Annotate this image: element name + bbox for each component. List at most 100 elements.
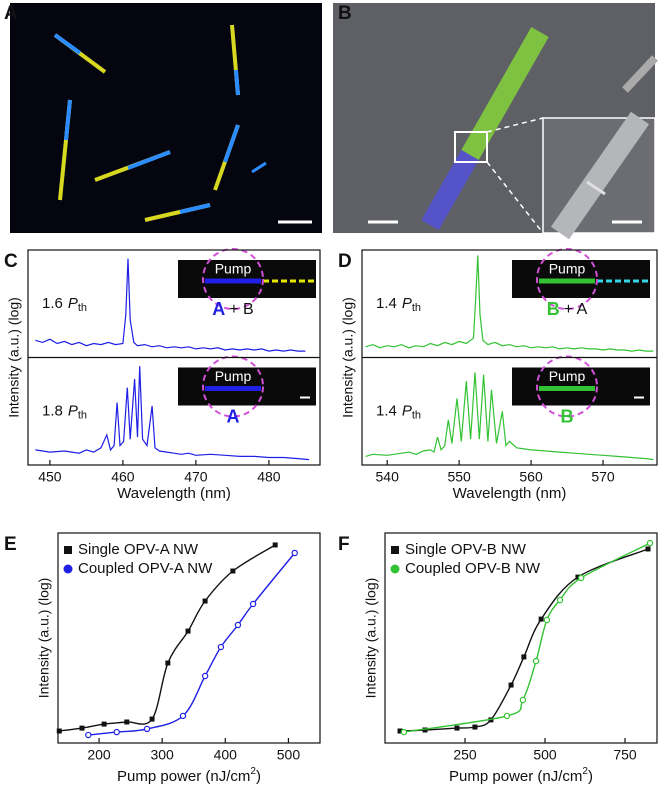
data-point	[101, 721, 107, 727]
annotation: 1.4 Pth	[376, 295, 421, 314]
inset-pump-label: Pump	[549, 261, 586, 277]
data-point	[185, 628, 191, 634]
data-point	[508, 682, 514, 688]
data-point	[201, 672, 209, 680]
y-axis-label: Intensity (a.u.) (log)	[36, 578, 52, 699]
data-point	[400, 728, 408, 736]
inset-pump-label: Pump	[549, 368, 586, 384]
data-point	[397, 728, 403, 734]
data-point	[272, 542, 278, 548]
legend-marker	[64, 546, 72, 554]
micrograph-b	[333, 3, 658, 240]
x-axis-label-part: 2	[250, 766, 256, 777]
data-point	[454, 725, 460, 731]
panel-letter: B	[338, 3, 352, 24]
annotation-symbol: P	[402, 295, 412, 312]
data-point	[645, 546, 651, 552]
data-point	[538, 616, 544, 622]
data-point	[519, 696, 527, 704]
x-tick-label: 540	[376, 469, 400, 485]
x-tick-label: 300	[150, 747, 174, 763]
x-axis-label-part: Pump power (nJ/cm	[449, 768, 582, 785]
x-tick-label: 450	[38, 469, 62, 485]
annotation: 1.8 Pth	[42, 402, 87, 421]
inset-label-part: A	[227, 406, 240, 426]
data-point	[503, 712, 511, 720]
inset-label-part: + A	[564, 301, 588, 318]
annotation-symbol: P	[402, 402, 412, 419]
inset-label: B + A	[547, 299, 588, 319]
data-point	[149, 716, 155, 722]
x-tick-label: 570	[591, 469, 615, 485]
x-tick-label: 560	[519, 469, 543, 485]
panel-letter: F	[338, 534, 350, 555]
data-point	[577, 574, 585, 582]
data-point	[79, 725, 85, 731]
spectrum-line	[35, 258, 306, 352]
x-axis-label-part: )	[256, 768, 261, 785]
data-point	[113, 728, 120, 736]
panel-letter: D	[338, 251, 352, 272]
inset-label-part: A	[212, 299, 225, 319]
annotation-value: 1.4	[376, 402, 397, 419]
x-axis-label-part: Pump power (nJ/cm	[117, 768, 250, 785]
panel-letter: E	[4, 534, 17, 555]
inset-label: A	[227, 406, 240, 426]
legend-label: Single OPV-B NW	[405, 541, 527, 558]
x-tick-label: 550	[447, 469, 471, 485]
y-axis-label: Intensity (a.u.) (log)	[340, 297, 356, 418]
data-point	[230, 568, 236, 574]
data-point	[532, 657, 540, 665]
x-tick-label: 460	[111, 469, 135, 485]
annotation-value: 1.4	[376, 295, 397, 312]
inset-pump-label: Pump	[215, 368, 252, 384]
data-point	[179, 712, 187, 720]
x-tick-label: 480	[257, 469, 281, 485]
pump-circle	[202, 355, 264, 418]
data-point	[202, 598, 208, 604]
inset-label: A + B	[212, 299, 253, 319]
annotation-value: 1.8	[42, 402, 63, 419]
data-point	[556, 596, 564, 604]
data-point	[249, 600, 257, 608]
annotation-subscript: th	[78, 302, 87, 314]
inset-pump-label: Pump	[215, 261, 252, 277]
data-point	[543, 616, 551, 624]
spectrum-line	[365, 255, 654, 352]
legend-label: Single OPV-A NW	[78, 541, 199, 558]
data-point	[56, 728, 62, 734]
x-tick-label: 500	[533, 747, 557, 763]
data-point	[646, 539, 654, 547]
x-axis-label-part: )	[588, 768, 593, 785]
data-point	[291, 549, 298, 557]
plot-frame	[57, 532, 321, 744]
legend-label: Coupled OPV-A NW	[78, 560, 213, 577]
x-axis-label: Wavelength (nm)	[453, 485, 567, 502]
x-tick-label: 470	[184, 469, 208, 485]
fit-curve	[59, 544, 276, 732]
annotation-subscript: th	[78, 409, 87, 421]
fit-curve	[400, 548, 649, 732]
data-point	[521, 654, 527, 660]
panel-letter: C	[4, 251, 18, 272]
data-point	[472, 724, 478, 730]
data-point	[217, 643, 225, 651]
spectrum-line	[365, 372, 654, 461]
x-tick-label: 400	[214, 747, 238, 763]
y-axis-label: Intensity (a.u.) (log)	[6, 297, 22, 418]
pump-circle	[536, 355, 598, 418]
data-point	[124, 719, 130, 725]
inset-label-part: B	[561, 406, 574, 426]
data-point	[234, 621, 242, 629]
annotation: 1.4 Pth	[376, 402, 421, 421]
annotation-symbol: P	[68, 295, 78, 312]
y-axis-label: Intensity (a.u.) (log)	[363, 578, 379, 699]
plot-frame	[361, 249, 658, 466]
x-tick-label: 500	[277, 747, 301, 763]
legend-marker	[63, 564, 73, 574]
pump-circle	[202, 248, 264, 310]
annotation: 1.6 Pth	[42, 295, 87, 314]
x-axis-label: Wavelength (nm)	[117, 485, 231, 502]
legend-label: Coupled OPV-B NW	[405, 560, 541, 577]
